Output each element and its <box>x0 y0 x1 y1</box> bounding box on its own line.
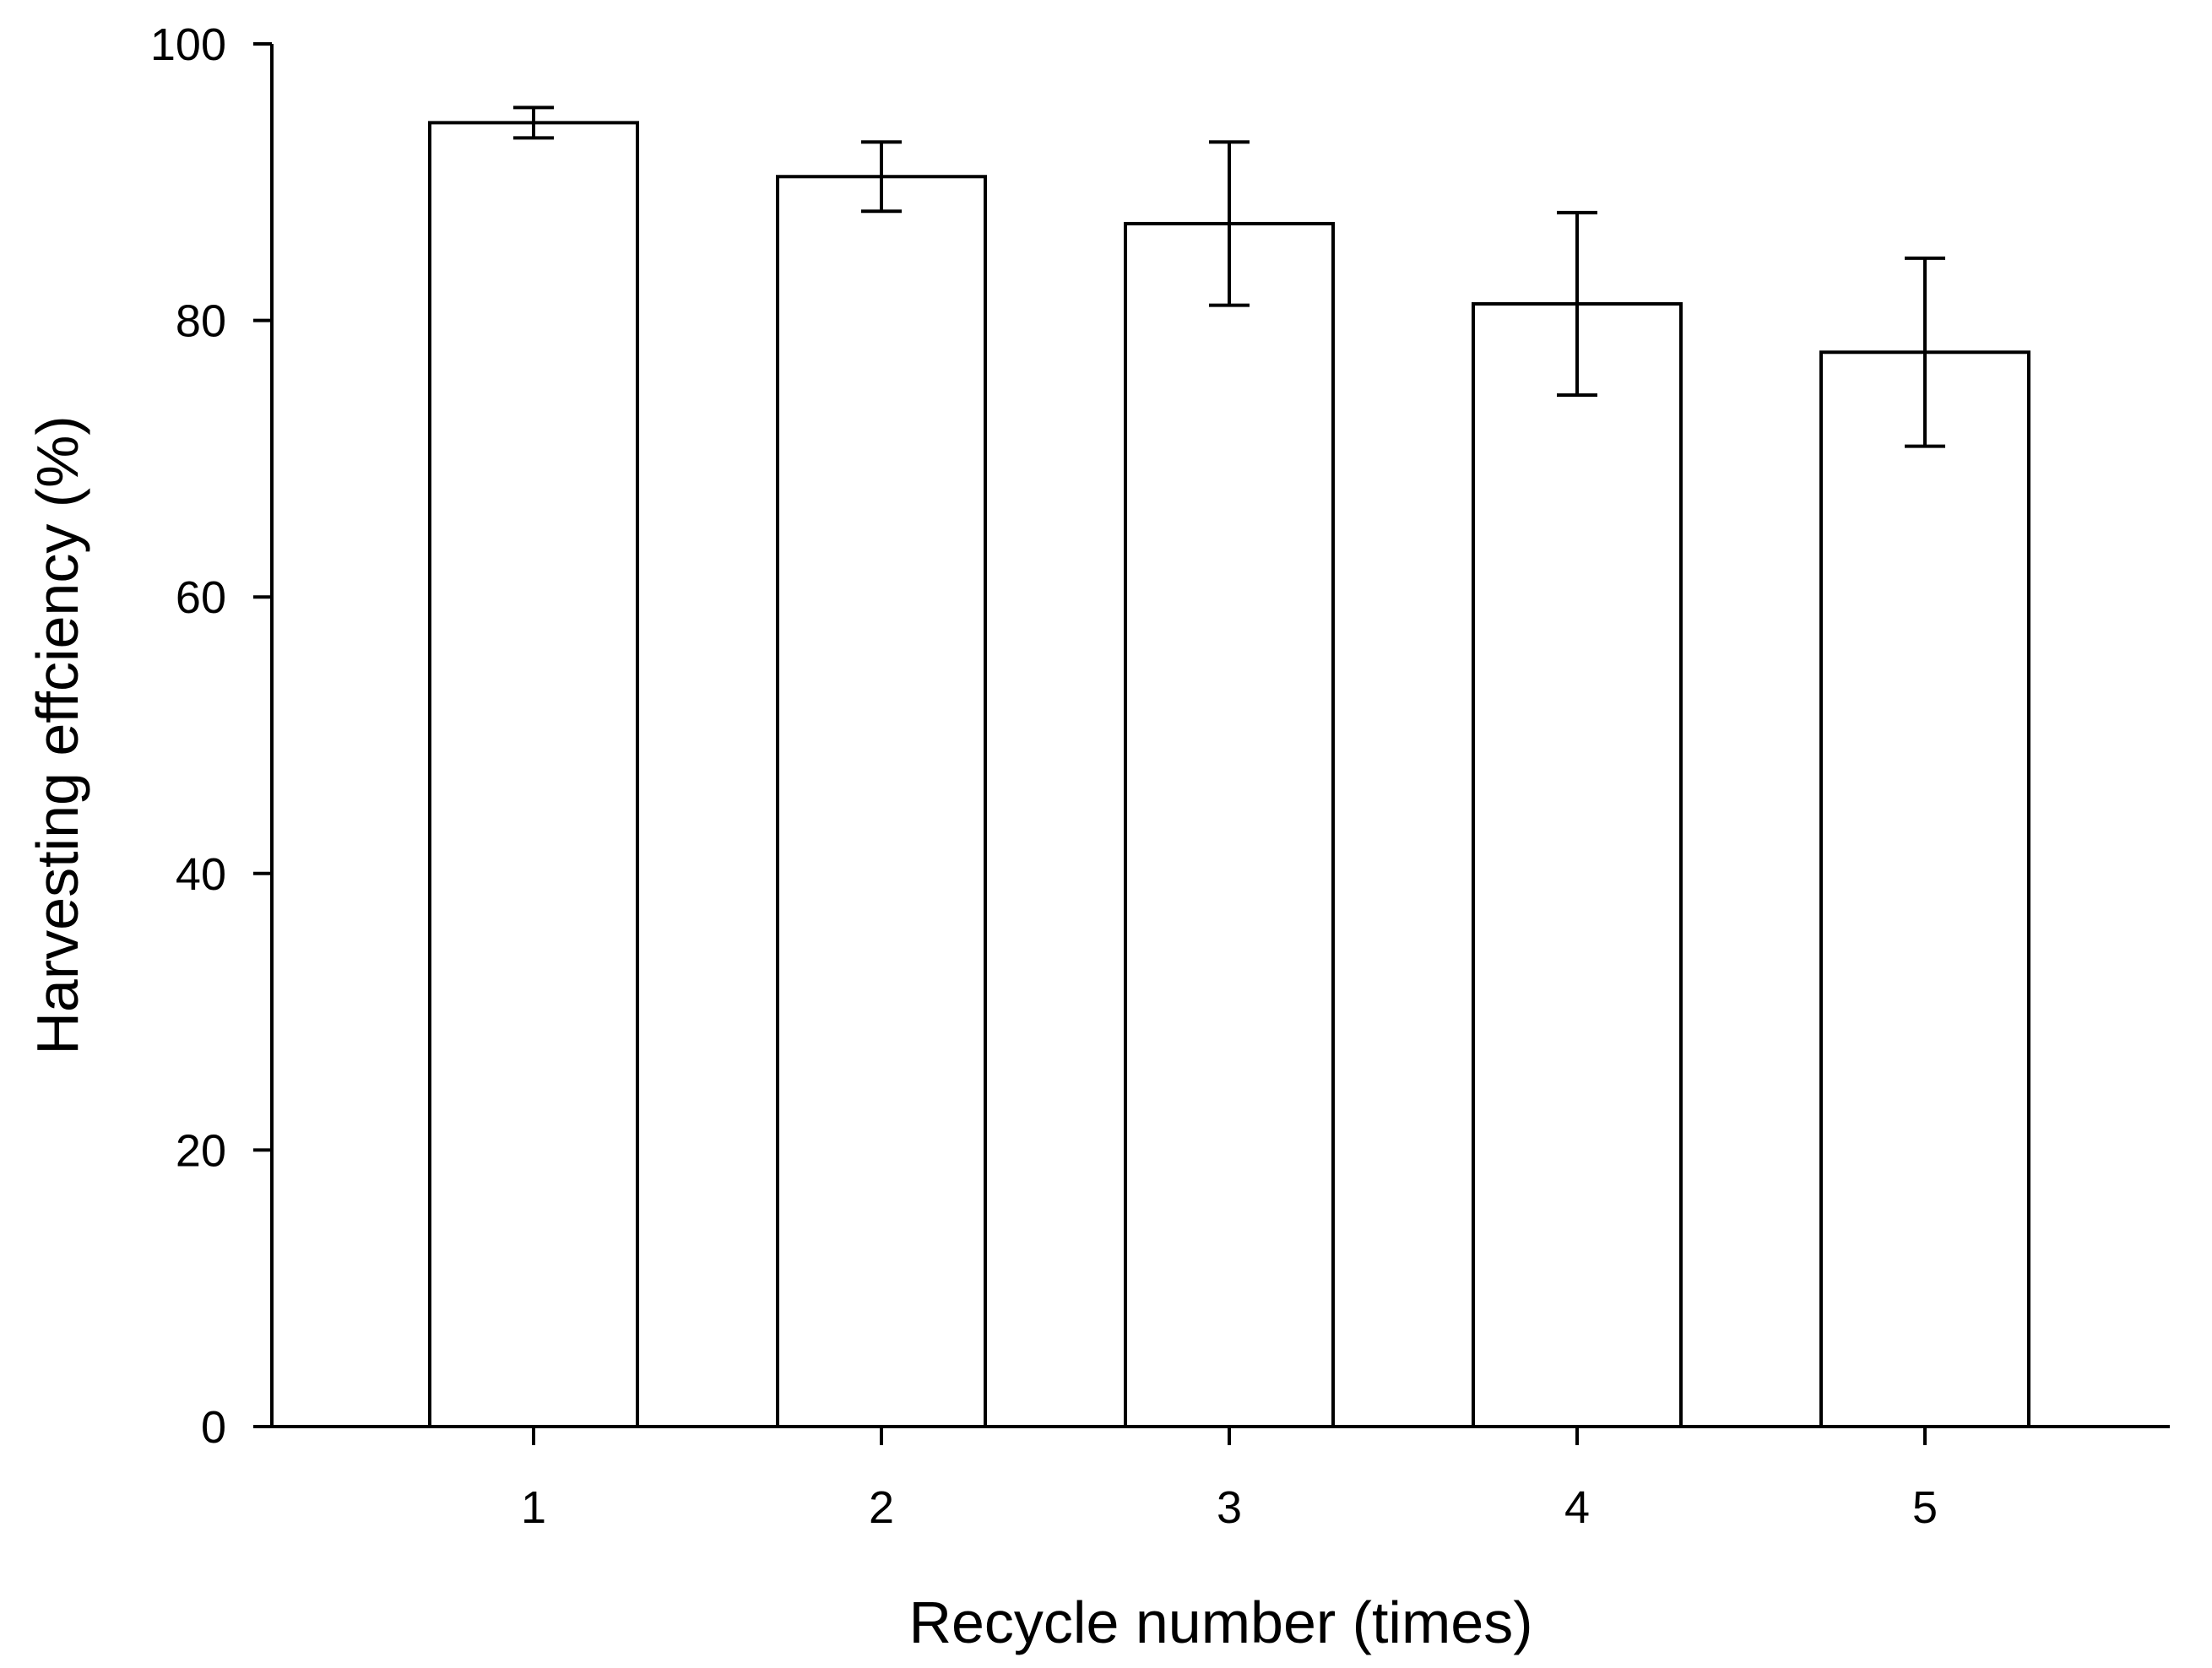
error-bars-group <box>513 106 1945 448</box>
axes-group <box>253 44 2170 1428</box>
x-tick-label-2: 2 <box>869 1482 894 1533</box>
y-ticks-group: 0 20 40 60 80 100 <box>150 19 272 1453</box>
y-tick-label-60: 60 <box>176 572 226 623</box>
bar-4 <box>1472 301 1683 1429</box>
x-tick-label-4: 4 <box>1564 1482 1590 1533</box>
bar-5 <box>1819 350 2030 1428</box>
x-ticks-group: 1 2 3 4 5 <box>521 1427 1938 1533</box>
x-tick-label-1: 1 <box>521 1482 546 1533</box>
bar-2 <box>776 175 987 1428</box>
y-tick-label-80: 80 <box>176 296 226 347</box>
error-bar-5 <box>1905 256 1945 448</box>
x-tick-label-3: 3 <box>1217 1482 1242 1533</box>
y-tick-label-40: 40 <box>176 849 226 900</box>
error-bar-1 <box>513 106 554 140</box>
bar-1 <box>428 121 639 1429</box>
error-bar-4 <box>1557 210 1597 398</box>
y-tick-label-100: 100 <box>150 19 226 70</box>
bars-group <box>428 121 2030 1429</box>
y-tick-label-0: 0 <box>201 1402 226 1453</box>
x-tick-label-5: 5 <box>1912 1482 1938 1533</box>
error-bar-3 <box>1209 140 1250 307</box>
x-axis-title: Recycle number (times) <box>908 1589 1532 1655</box>
error-bar-2 <box>861 140 902 214</box>
y-tick-label-20: 20 <box>176 1125 226 1176</box>
y-axis-title: Harvesting effciency (%) <box>24 415 90 1054</box>
bar-3 <box>1124 221 1335 1429</box>
